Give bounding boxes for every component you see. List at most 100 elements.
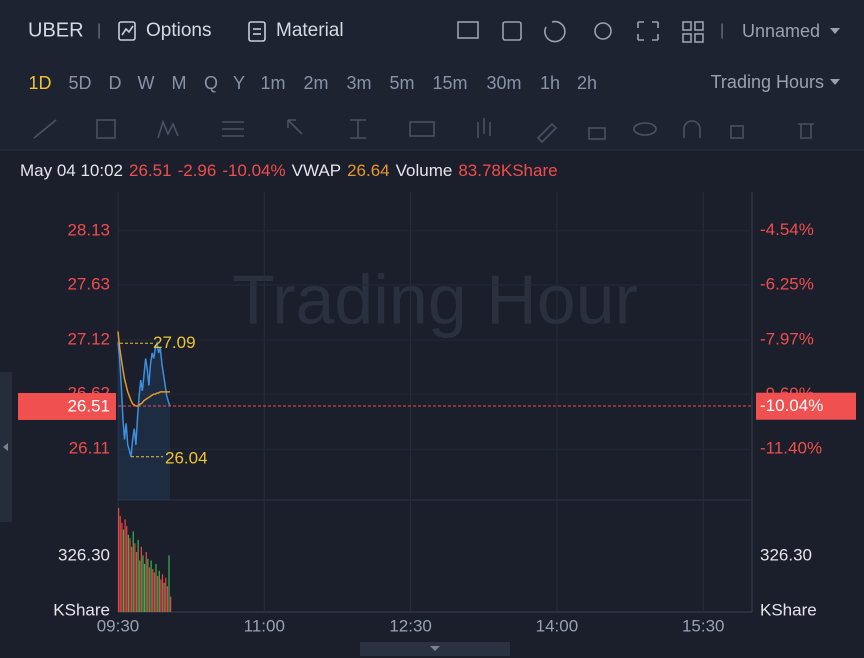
left-handle-arrow — [3, 443, 8, 451]
volume-bar — [152, 569, 154, 612]
timeframe-button[interactable]: W — [138, 73, 155, 93]
volume-bar — [142, 555, 144, 612]
dropdown-arrow — [830, 79, 840, 85]
volume-bar — [166, 586, 168, 612]
volume-tick-label: 326.30 — [58, 545, 110, 564]
volume-bar — [129, 538, 131, 612]
volume-bar — [127, 534, 129, 612]
price-line — [117, 340, 171, 457]
volume-bar — [153, 572, 155, 612]
edit-icon[interactable] — [502, 21, 522, 41]
volume-tick-label: 326.30 — [760, 545, 812, 564]
last-price-tag — [18, 392, 116, 420]
timeframe-button[interactable]: 15m — [432, 73, 467, 93]
y-tick-label: 28.13 — [67, 220, 110, 239]
timeframe-button[interactable]: 5D — [68, 73, 91, 93]
volume-bar — [135, 551, 138, 612]
volume-bar — [150, 560, 152, 612]
info-vwap-label: VWAP — [292, 161, 341, 180]
y2-tick-label: -4.54% — [760, 220, 814, 239]
tool-eye[interactable] — [633, 122, 657, 136]
volume-bar — [134, 543, 136, 612]
options-button[interactable]: Options — [146, 20, 211, 41]
volume-bar — [157, 575, 159, 612]
tool-candle[interactable] — [477, 118, 491, 138]
timeframe-button[interactable]: 1D — [28, 73, 51, 93]
options-icon[interactable] — [118, 21, 136, 41]
tool-arrow[interactable] — [287, 119, 303, 135]
x-tick-label: 11:00 — [244, 616, 285, 635]
timeframe-button[interactable]: 5m — [389, 73, 414, 93]
volume-bar — [163, 582, 165, 612]
last-pct-label: -10.04% — [760, 396, 823, 415]
timeframe-button[interactable]: 1m — [260, 73, 285, 93]
timeframe-button[interactable]: 1h — [540, 73, 560, 93]
layout-icon — [682, 33, 692, 43]
tool-line[interactable] — [33, 119, 57, 139]
layout-name[interactable]: Unnamed — [742, 21, 820, 41]
volume-bar — [126, 526, 128, 612]
y-tick-label: 27.12 — [67, 330, 110, 349]
volume-bar — [140, 546, 142, 612]
volume-unit: KShare — [760, 600, 817, 619]
symbol[interactable]: UBER — [28, 19, 84, 41]
volume-bar — [160, 579, 162, 612]
volume-bar — [155, 563, 157, 612]
dropdown-arrow — [830, 28, 840, 34]
timeframe-button[interactable]: Y — [233, 73, 245, 93]
vwap-line — [117, 331, 171, 407]
info-change: -2.96 — [178, 161, 217, 180]
volume-bar — [158, 570, 160, 612]
material-button[interactable]: Material — [276, 20, 344, 41]
volume-unit: KShare — [53, 600, 110, 619]
tool-fib[interactable] — [222, 121, 244, 137]
volume-bar — [119, 515, 121, 612]
timeframe-button[interactable]: 30m — [486, 73, 521, 93]
reset-icon[interactable] — [544, 20, 566, 43]
timeframe-button[interactable]: M — [172, 73, 187, 93]
info-volume: 83.78KShare — [458, 161, 557, 180]
volume-bar — [132, 531, 134, 612]
info-time: May 04 10:02 — [20, 161, 123, 180]
tool-rect[interactable] — [96, 119, 116, 139]
volume-bar — [131, 546, 133, 612]
timeframe-button[interactable]: 2h — [577, 73, 597, 93]
fullscreen-icon[interactable] — [637, 21, 659, 41]
y2-tick-label: -11.40% — [760, 439, 822, 458]
tool-text[interactable] — [409, 121, 435, 137]
separator: | — [97, 22, 101, 39]
session-selector[interactable]: Trading Hours — [711, 72, 824, 92]
tool-copy[interactable] — [730, 125, 744, 139]
tool-wave[interactable] — [157, 119, 179, 139]
settings-icon[interactable] — [594, 22, 612, 40]
volume-bar — [165, 577, 167, 612]
layout-icon[interactable] — [682, 21, 692, 31]
material-icon[interactable] — [248, 21, 266, 42]
volume-bar — [118, 507, 120, 612]
tool-lock[interactable] — [588, 127, 606, 140]
volume-bar — [121, 522, 123, 612]
toolbar-icons — [457, 20, 704, 43]
y2-tick-label: -6.25% — [760, 274, 814, 293]
options-icon-line — [121, 25, 134, 36]
timeframe-button[interactable]: 2m — [303, 73, 328, 93]
last-price-label: 26.51 — [67, 396, 110, 415]
x-tick-label: 14:00 — [536, 616, 579, 635]
volume-bar — [122, 529, 125, 612]
indicator-icon[interactable] — [457, 21, 479, 39]
tool-delete[interactable] — [798, 123, 814, 139]
tool-pen[interactable] — [536, 122, 558, 144]
last-pct-tag — [756, 392, 856, 420]
tool-measure[interactable] — [350, 119, 366, 139]
timeframe-button[interactable]: D — [109, 73, 122, 93]
timeframe-button[interactable]: 3m — [346, 73, 371, 93]
volume-bar — [147, 558, 149, 612]
timeframe-button[interactable]: Q — [204, 73, 218, 93]
low-label: 26.04 — [165, 448, 208, 467]
y-tick-label: 27.63 — [67, 274, 110, 293]
timeframe-row: 1D 5D D W M Q Y 1m 2m 3m 5m 15m 30m 1h 2h — [28, 73, 597, 93]
drawing-tools — [33, 118, 814, 144]
watermark: Trading Hour — [232, 260, 638, 338]
tool-magnet[interactable] — [683, 120, 701, 138]
